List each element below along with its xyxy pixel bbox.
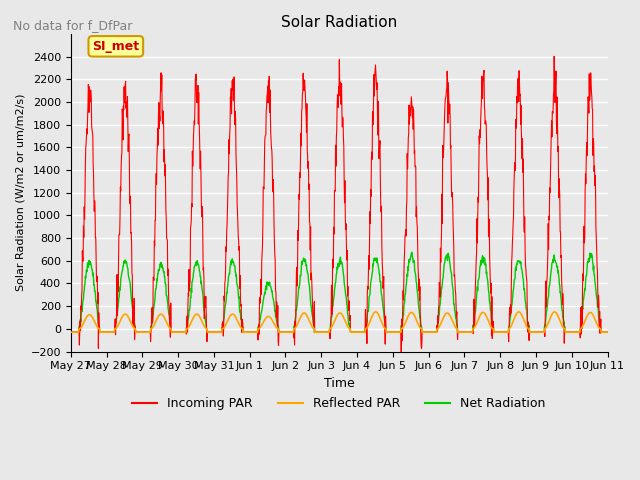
Y-axis label: Solar Radiation (W/m2 or um/m2/s): Solar Radiation (W/m2 or um/m2/s) bbox=[15, 94, 25, 291]
Legend: Incoming PAR, Reflected PAR, Net Radiation: Incoming PAR, Reflected PAR, Net Radiati… bbox=[127, 392, 551, 415]
Title: Solar Radiation: Solar Radiation bbox=[281, 15, 397, 30]
X-axis label: Time: Time bbox=[324, 377, 355, 390]
Text: SI_met: SI_met bbox=[92, 40, 140, 53]
Text: No data for f_DfPar: No data for f_DfPar bbox=[13, 19, 132, 32]
